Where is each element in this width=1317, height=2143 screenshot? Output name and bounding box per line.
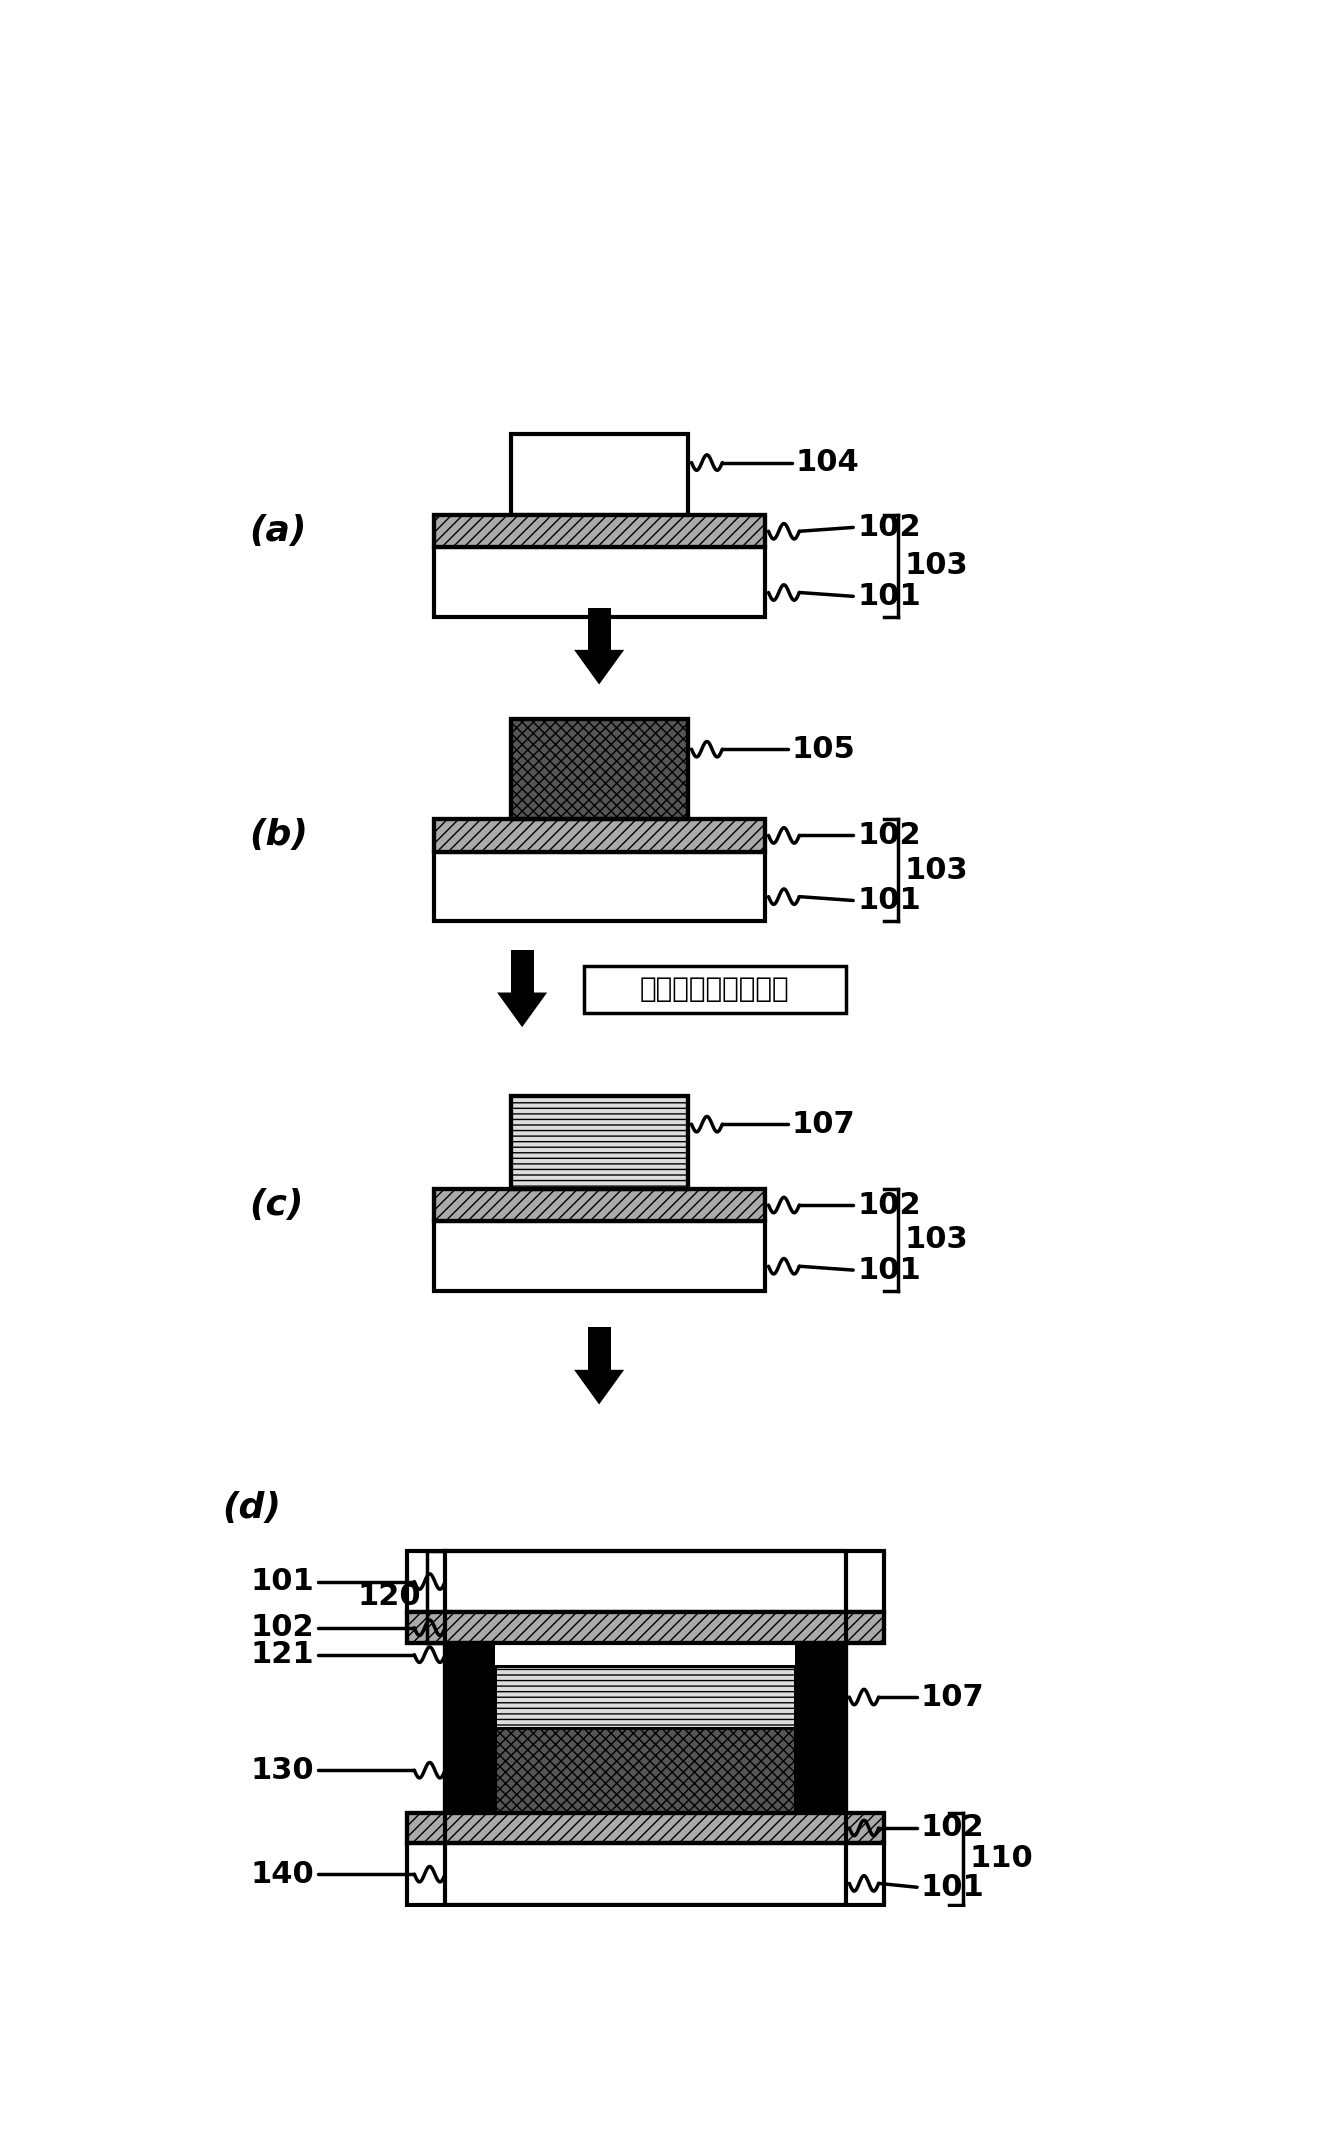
Text: 103: 103 bbox=[903, 1226, 968, 1254]
Text: 102: 102 bbox=[921, 1813, 985, 1843]
Bar bbox=[495, 1667, 795, 1727]
Text: (a): (a) bbox=[249, 514, 306, 549]
Text: 107: 107 bbox=[921, 1682, 985, 1712]
Bar bbox=[511, 720, 687, 819]
Bar bbox=[587, 1327, 611, 1369]
Text: 101: 101 bbox=[250, 1567, 315, 1597]
Text: 102: 102 bbox=[857, 512, 921, 542]
Text: 120: 120 bbox=[358, 1582, 421, 1612]
Bar bbox=[795, 1644, 846, 1813]
Text: 102: 102 bbox=[250, 1614, 315, 1642]
Text: 101: 101 bbox=[857, 583, 921, 611]
Text: 103: 103 bbox=[903, 551, 968, 581]
Text: (b): (b) bbox=[249, 819, 308, 853]
Bar bbox=[433, 1222, 765, 1290]
Bar bbox=[433, 514, 765, 546]
Text: 104: 104 bbox=[795, 448, 859, 478]
Bar bbox=[495, 1727, 795, 1813]
Bar bbox=[511, 720, 687, 819]
Bar bbox=[407, 1813, 884, 1843]
Text: 107: 107 bbox=[792, 1110, 855, 1138]
Text: 130: 130 bbox=[250, 1755, 315, 1785]
Bar bbox=[433, 1189, 765, 1222]
Bar bbox=[511, 1097, 687, 1189]
Polygon shape bbox=[574, 1369, 624, 1404]
Text: 101: 101 bbox=[921, 1873, 985, 1901]
Text: 121: 121 bbox=[250, 1639, 315, 1669]
Text: 101: 101 bbox=[857, 1256, 921, 1284]
Text: 101: 101 bbox=[857, 885, 921, 915]
Bar bbox=[495, 1667, 795, 1727]
Bar bbox=[407, 1612, 884, 1644]
Bar bbox=[433, 819, 765, 851]
Bar bbox=[407, 1843, 884, 1905]
Text: 102: 102 bbox=[857, 1192, 921, 1219]
Text: 110: 110 bbox=[969, 1845, 1034, 1873]
Polygon shape bbox=[574, 649, 624, 684]
Bar bbox=[433, 819, 765, 851]
Text: (c): (c) bbox=[249, 1187, 303, 1222]
Text: 102: 102 bbox=[857, 821, 921, 851]
Bar bbox=[433, 1189, 765, 1222]
Bar bbox=[495, 1667, 795, 1727]
Bar bbox=[433, 1189, 765, 1222]
Bar bbox=[511, 949, 533, 992]
Bar bbox=[407, 1612, 884, 1644]
Bar bbox=[407, 1612, 884, 1644]
Text: 103: 103 bbox=[903, 855, 968, 885]
Bar bbox=[495, 1727, 795, 1813]
Bar bbox=[511, 1097, 687, 1189]
Bar bbox=[407, 1552, 884, 1612]
Text: 旋转涂敷高分子溶液: 旋转涂敷高分子溶液 bbox=[640, 975, 789, 1003]
Bar bbox=[433, 819, 765, 851]
Bar bbox=[433, 546, 765, 617]
Bar bbox=[407, 1813, 884, 1843]
Text: 105: 105 bbox=[792, 735, 855, 763]
Bar bbox=[511, 720, 687, 819]
Text: (d): (d) bbox=[221, 1492, 281, 1526]
Bar bbox=[583, 966, 846, 1014]
Polygon shape bbox=[497, 992, 547, 1026]
Bar bbox=[433, 851, 765, 921]
Bar bbox=[511, 435, 687, 514]
Bar bbox=[433, 514, 765, 546]
Bar bbox=[511, 1097, 687, 1189]
Bar bbox=[495, 1727, 795, 1813]
Text: 140: 140 bbox=[250, 1860, 315, 1888]
Bar bbox=[407, 1813, 884, 1843]
Bar bbox=[433, 514, 765, 546]
Bar bbox=[495, 1644, 795, 1667]
Bar bbox=[587, 606, 611, 649]
Bar bbox=[445, 1644, 495, 1813]
